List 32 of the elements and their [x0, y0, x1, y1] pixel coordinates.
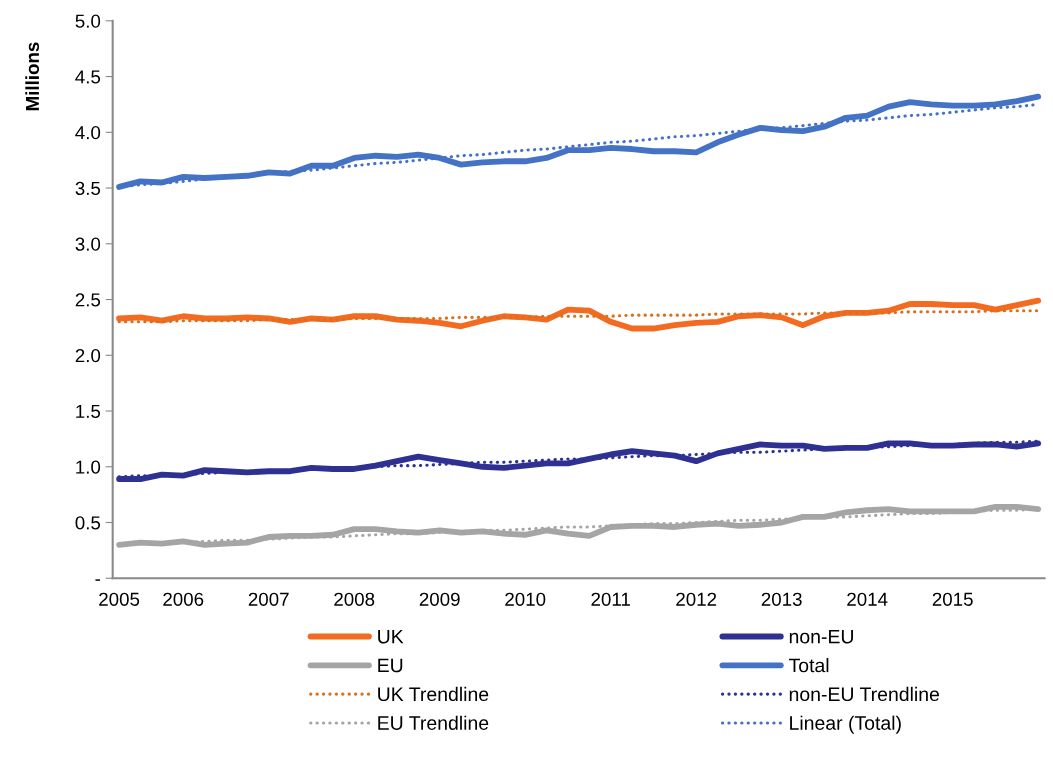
- y-axis-title: Millions: [25, 42, 40, 111]
- x-tick-label: 2011: [591, 592, 630, 606]
- y-tick-label: 3.0: [75, 237, 101, 251]
- y-tick-label: 4.0: [75, 126, 101, 140]
- x-tick-label: 2008: [334, 592, 375, 606]
- legend-label: Linear (Total): [790, 715, 901, 734]
- line-series: [117, 309, 1040, 324]
- y-tick-label: 5.0: [75, 14, 101, 28]
- legend-label: Total: [788, 658, 829, 673]
- x-tick-label: 2015: [932, 592, 973, 606]
- y-tick-label: -: [95, 579, 101, 581]
- legend-label: non-EU Trendline: [789, 686, 939, 702]
- x-tick-label: 2014: [847, 592, 888, 606]
- x-tick-label: 2009: [419, 592, 460, 606]
- x-tick-label: 2006: [163, 592, 204, 606]
- legend-label: UK: [378, 629, 404, 644]
- legend-label: EU: [378, 658, 403, 673]
- x-tick-label: 2007: [248, 592, 289, 606]
- legend-label: non-EU: [789, 629, 853, 644]
- y-tick-label: 4.5: [75, 70, 101, 84]
- x-tick-label: 2013: [761, 592, 802, 606]
- y-tick-label: 2.0: [75, 348, 101, 363]
- y-tick-label: 1.5: [76, 404, 101, 418]
- legend-label: EU Trendline: [378, 715, 489, 730]
- y-tick-label: 0.5: [75, 516, 101, 530]
- y-tick-label: 3.5: [75, 181, 101, 196]
- x-tick-label: 2012: [676, 592, 717, 606]
- y-tick-label: 2.5: [75, 293, 101, 307]
- y-tick-label: 1.0: [76, 460, 101, 474]
- x-tick-label: 2005: [99, 592, 140, 606]
- x-tick-label: 2010: [505, 592, 546, 606]
- legend-label: UK Trendline: [378, 686, 489, 702]
